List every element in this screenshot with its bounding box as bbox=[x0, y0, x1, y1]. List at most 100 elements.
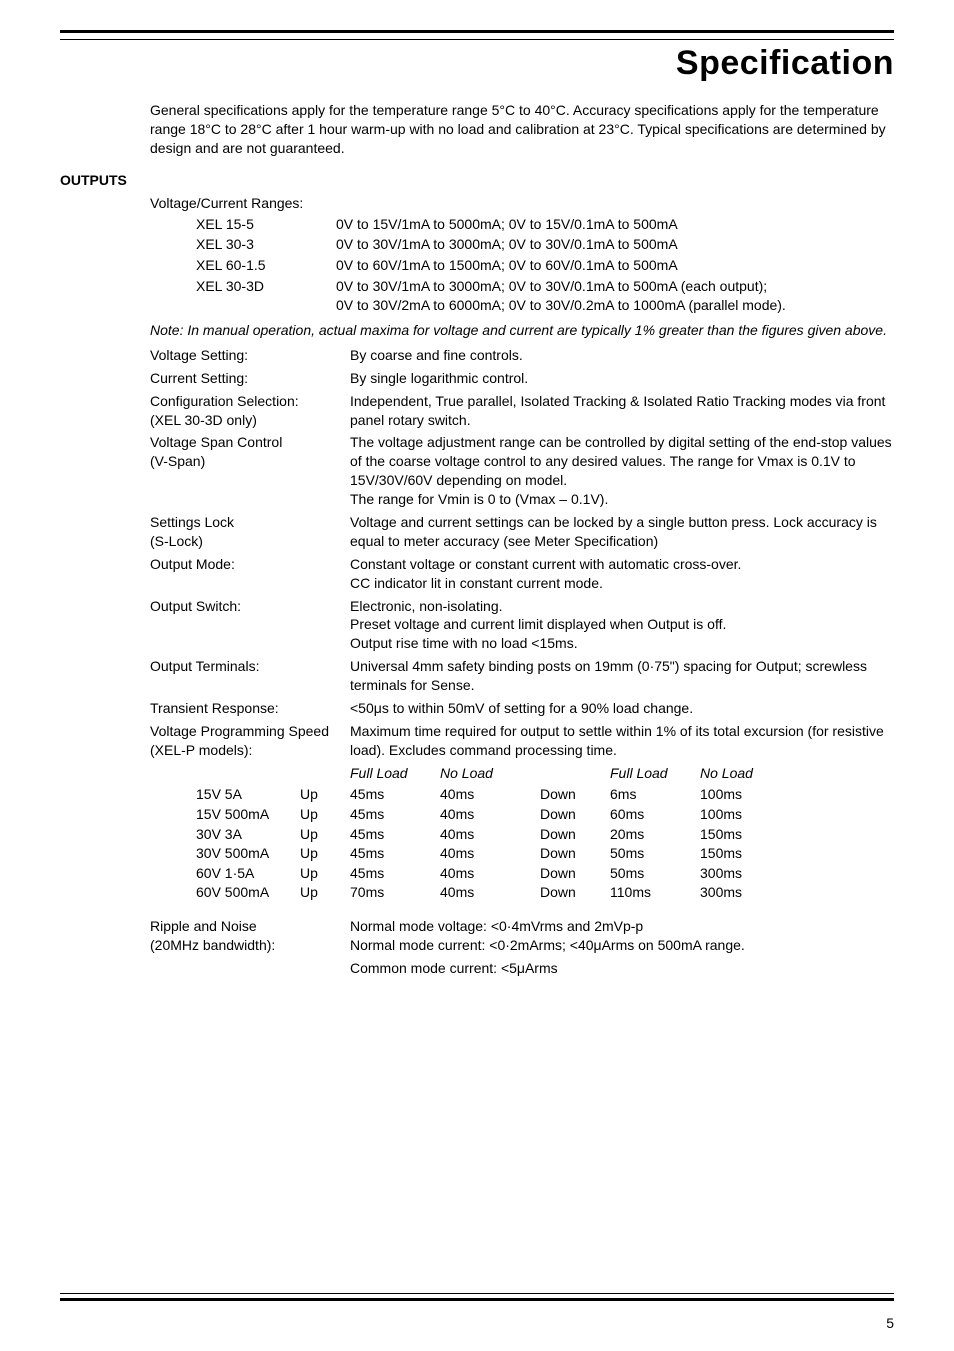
td-no: 300ms bbox=[700, 864, 780, 884]
kv-key: Voltage Span Control (V-Span) bbox=[150, 433, 350, 509]
td-dir: Down bbox=[540, 864, 610, 884]
top-rule-thin bbox=[60, 39, 894, 40]
kv-row: Configuration Selection: (XEL 30-3D only… bbox=[150, 392, 894, 430]
td-full: 45ms bbox=[350, 825, 440, 845]
kv-row: Voltage Programming Speed (XEL-P models)… bbox=[150, 722, 894, 760]
vcr-row: XEL 30-3D 0V to 30V/1mA to 3000mA; 0V to… bbox=[196, 277, 894, 315]
note-line: Note: In manual operation, actual maxima… bbox=[150, 321, 894, 340]
ripple-line: Common mode current: <5μArms bbox=[350, 959, 894, 978]
td-model: 15V 500mA bbox=[150, 805, 300, 825]
ripple-line: Normal mode current: <0·2mArms; <40μArms… bbox=[350, 936, 894, 955]
td-full: 110ms bbox=[610, 883, 700, 903]
th-blank bbox=[300, 764, 350, 784]
timing-header: Full Load No Load Full Load No Load bbox=[150, 764, 894, 784]
vcr-heading: Voltage/Current Ranges: bbox=[150, 194, 894, 213]
th-blank bbox=[150, 764, 300, 784]
vcr-value: 0V to 60V/1mA to 1500mA; 0V to 60V/0.1mA… bbox=[336, 256, 894, 275]
timing-table: Full Load No Load Full Load No Load 15V … bbox=[150, 764, 894, 903]
td-dir: Up bbox=[300, 883, 350, 903]
kv-row: Output Switch: Electronic, non-isolating… bbox=[150, 597, 894, 654]
td-no: 40ms bbox=[440, 883, 540, 903]
td-model: 30V 3A bbox=[150, 825, 300, 845]
td-no: 40ms bbox=[440, 805, 540, 825]
td-full: 20ms bbox=[610, 825, 700, 845]
kv-key: Voltage Programming Speed (XEL-P models)… bbox=[150, 722, 350, 760]
td-dir: Down bbox=[540, 883, 610, 903]
vcr-value: 0V to 30V/1mA to 3000mA; 0V to 30V/0.1mA… bbox=[336, 235, 894, 254]
kv-block: Voltage Setting: By coarse and fine cont… bbox=[150, 346, 894, 760]
td-dir: Up bbox=[300, 785, 350, 805]
th-full-load: Full Load bbox=[350, 764, 440, 784]
ripple-line: Normal mode voltage: <0·4mVrms and 2mVp-… bbox=[350, 917, 894, 936]
kv-key: Settings Lock (S-Lock) bbox=[150, 513, 350, 551]
td-no: 100ms bbox=[700, 785, 780, 805]
page: Specification General specifications app… bbox=[0, 0, 954, 1351]
kv-val: Voltage and current settings can be lock… bbox=[350, 513, 894, 551]
vcr-row: XEL 30-3 0V to 30V/1mA to 3000mA; 0V to … bbox=[196, 235, 894, 254]
kv-key: Voltage Setting: bbox=[150, 346, 350, 365]
timing-row: 60V 500mA Up 70ms 40ms Down 110ms 300ms bbox=[150, 883, 894, 903]
kv-row: Ripple and Noise (20MHz bandwidth): Norm… bbox=[150, 917, 894, 978]
kv-val: Independent, True parallel, Isolated Tra… bbox=[350, 392, 894, 430]
top-rule-thick bbox=[60, 30, 894, 33]
footer-rules bbox=[60, 1293, 894, 1301]
th-no-load: No Load bbox=[440, 764, 540, 784]
vcr-row: XEL 60-1.5 0V to 60V/1mA to 1500mA; 0V t… bbox=[196, 256, 894, 275]
td-dir: Down bbox=[540, 844, 610, 864]
vcr-label: XEL 30-3D bbox=[196, 277, 336, 315]
kv-key: Output Switch: bbox=[150, 597, 350, 654]
page-number: 5 bbox=[886, 1315, 894, 1331]
kv-row: Voltage Setting: By coarse and fine cont… bbox=[150, 346, 894, 365]
td-dir: Up bbox=[300, 805, 350, 825]
kv-row: Output Mode: Constant voltage or constan… bbox=[150, 555, 894, 593]
kv-val: Constant voltage or constant current wit… bbox=[350, 555, 894, 593]
vcr-row: XEL 15-5 0V to 15V/1mA to 5000mA; 0V to … bbox=[196, 215, 894, 234]
td-no: 40ms bbox=[440, 785, 540, 805]
kv-key: Current Setting: bbox=[150, 369, 350, 388]
td-full: 50ms bbox=[610, 864, 700, 884]
kv-val: The voltage adjustment range can be cont… bbox=[350, 433, 894, 509]
td-no: 100ms bbox=[700, 805, 780, 825]
th-full-load: Full Load bbox=[610, 764, 700, 784]
td-full: 70ms bbox=[350, 883, 440, 903]
timing-row: 15V 500mA Up 45ms 40ms Down 60ms 100ms bbox=[150, 805, 894, 825]
kv-val: Normal mode voltage: <0·4mVrms and 2mVp-… bbox=[350, 917, 894, 978]
td-model: 30V 500mA bbox=[150, 844, 300, 864]
td-no: 40ms bbox=[440, 825, 540, 845]
td-dir: Up bbox=[300, 864, 350, 884]
td-dir: Up bbox=[300, 844, 350, 864]
outputs-heading: OUTPUTS bbox=[60, 172, 894, 188]
td-dir: Down bbox=[540, 785, 610, 805]
kv-row: Transient Response: <50μs to within 50mV… bbox=[150, 699, 894, 718]
td-no: 150ms bbox=[700, 844, 780, 864]
kv-key: Configuration Selection: (XEL 30-3D only… bbox=[150, 392, 350, 430]
td-dir: Down bbox=[540, 805, 610, 825]
td-no: 150ms bbox=[700, 825, 780, 845]
td-model: 60V 1·5A bbox=[150, 864, 300, 884]
kv-val: By coarse and fine controls. bbox=[350, 346, 894, 365]
td-full: 60ms bbox=[610, 805, 700, 825]
bottom-rule-thick bbox=[60, 1298, 894, 1301]
kv-key: Ripple and Noise (20MHz bandwidth): bbox=[150, 917, 350, 978]
td-full: 45ms bbox=[350, 864, 440, 884]
td-model: 15V 5A bbox=[150, 785, 300, 805]
td-no: 40ms bbox=[440, 864, 540, 884]
vcr-value: 0V to 30V/1mA to 3000mA; 0V to 30V/0.1mA… bbox=[336, 277, 894, 315]
vcr-label: XEL 60-1.5 bbox=[196, 256, 336, 275]
vcr-label: XEL 15-5 bbox=[196, 215, 336, 234]
td-dir: Down bbox=[540, 825, 610, 845]
timing-row: 60V 1·5A Up 45ms 40ms Down 50ms 300ms bbox=[150, 864, 894, 884]
page-title: Specification bbox=[60, 44, 894, 83]
timing-row: 30V 500mA Up 45ms 40ms Down 50ms 150ms bbox=[150, 844, 894, 864]
td-dir: Up bbox=[300, 825, 350, 845]
intro-paragraph: General specifications apply for the tem… bbox=[150, 101, 894, 158]
kv-val: <50μs to within 50mV of setting for a 90… bbox=[350, 699, 894, 718]
td-full: 6ms bbox=[610, 785, 700, 805]
kv-row: Output Terminals: Universal 4mm safety b… bbox=[150, 657, 894, 695]
vcr-value: 0V to 15V/1mA to 5000mA; 0V to 15V/0.1mA… bbox=[336, 215, 894, 234]
th-no-load: No Load bbox=[700, 764, 780, 784]
th-blank bbox=[540, 764, 610, 784]
kv-val: Maximum time required for output to sett… bbox=[350, 722, 894, 760]
td-model: 60V 500mA bbox=[150, 883, 300, 903]
td-no: 300ms bbox=[700, 883, 780, 903]
